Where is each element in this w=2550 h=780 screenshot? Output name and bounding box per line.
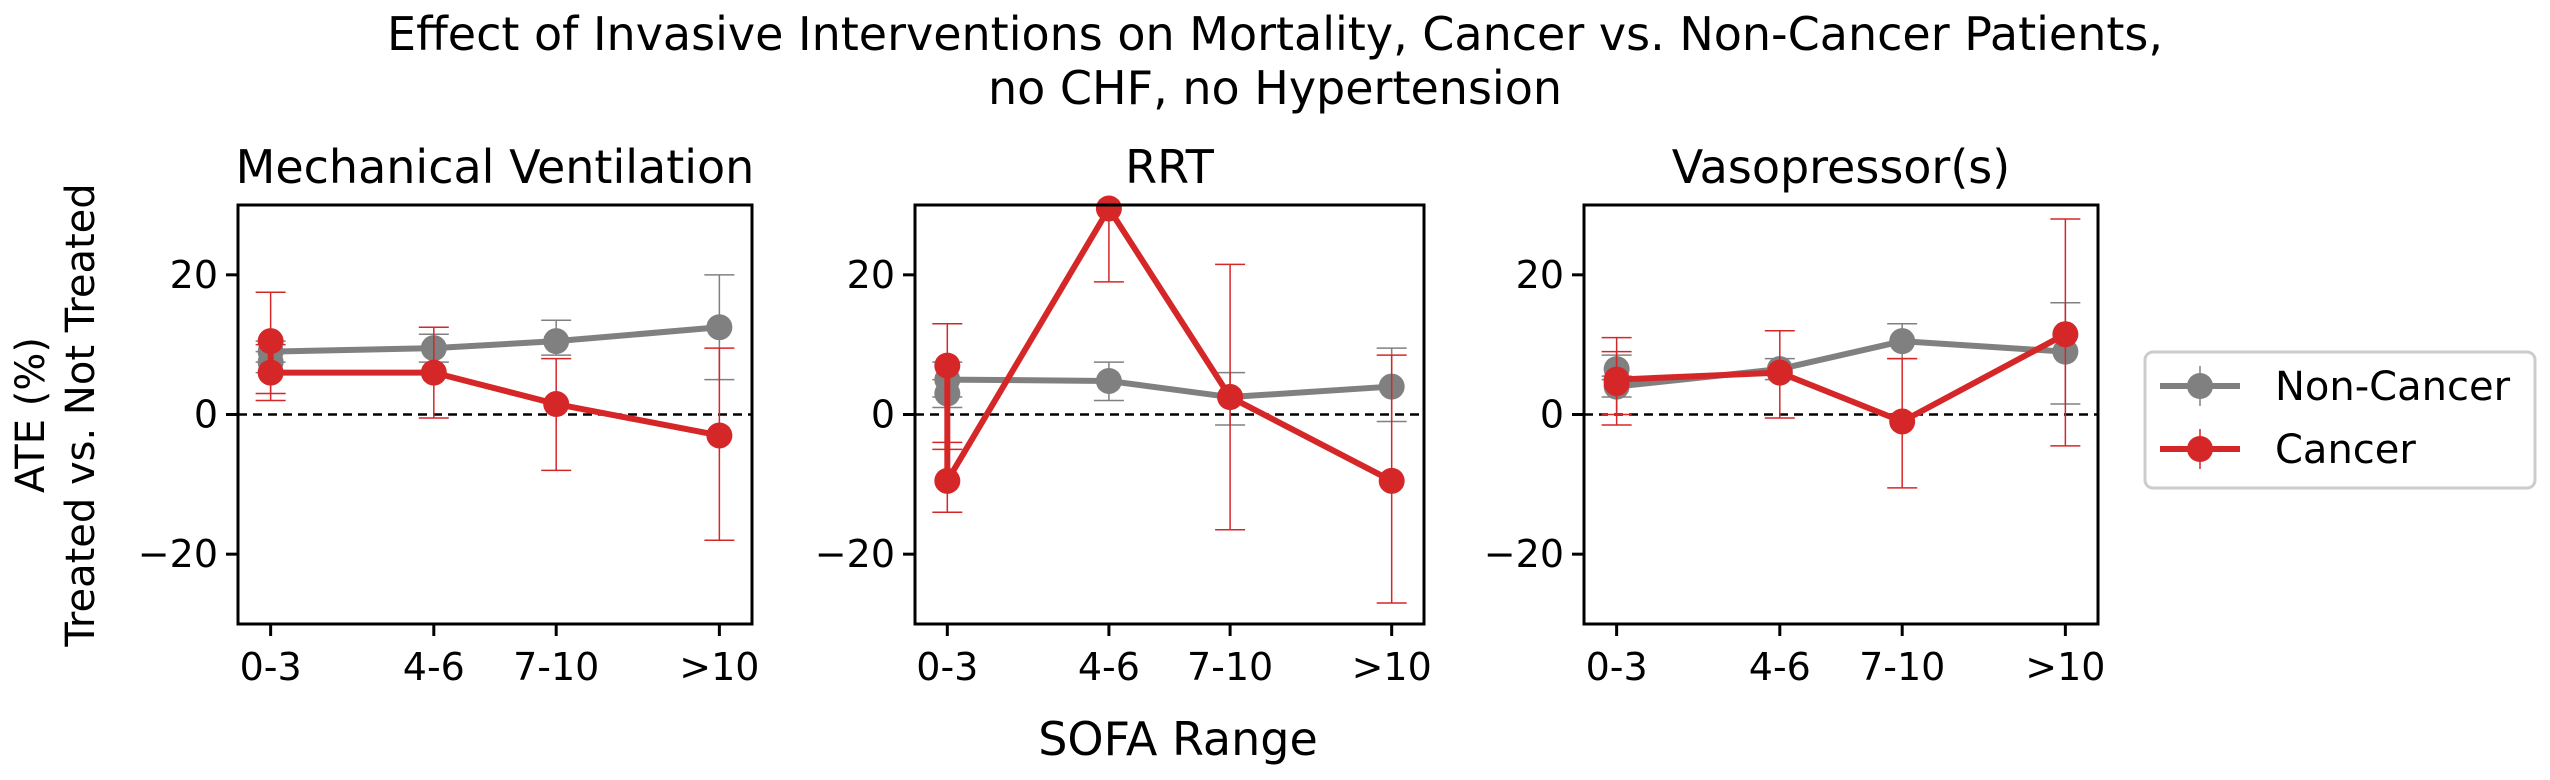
- panel-1-ytick-label: 20: [170, 253, 218, 297]
- panel-2-ytick-label: −20: [815, 532, 895, 576]
- panel-2: RRT −20 0 20 0-3 4-6 7-10 >10: [815, 140, 1432, 689]
- panel-2-cancer-point: [1217, 384, 1244, 411]
- legend: Non-Cancer Cancer: [2143, 350, 2537, 490]
- panel-2-xtick-label: 7-10: [1187, 645, 1273, 689]
- panel-3-non-cancer-point: [1889, 328, 1916, 355]
- panel-1-xtick-label: >10: [679, 645, 759, 689]
- panel-2-xtick-label: 0-3: [916, 645, 978, 689]
- panel-3-ytick-label: 20: [1516, 253, 1564, 297]
- panel-2-cancer-point: [1095, 195, 1122, 222]
- y-axis-label-line1: ATE (%): [8, 337, 54, 493]
- panel-1-cancer-point: [257, 359, 284, 386]
- panel-3-xtick-label: 4-6: [1749, 645, 1811, 689]
- panel-1-xtick-label: 0-3: [240, 645, 302, 689]
- legend-item-non-cancer: Non-Cancer: [2160, 364, 2511, 410]
- panel-2-xtick-label: 4-6: [1078, 645, 1140, 689]
- panel-2-non-cancer-point: [1095, 367, 1122, 394]
- panel-3-cancer-point: [1603, 366, 1630, 393]
- panels: Mechanical Ventilation −20 0 20 0-3 4-6 7-10 >1…: [138, 140, 2106, 689]
- panel-3-ytick-label: −20: [1484, 532, 1564, 576]
- x-axis-label: SOFA Range: [1038, 712, 1318, 766]
- panel-1-xtick-label: 4-6: [403, 645, 465, 689]
- panel-1-non-cancer-point: [543, 328, 570, 355]
- panel-2-cancer-line: [944, 205, 1394, 484]
- panel-1-cancer-line: [267, 341, 720, 439]
- figure-title-line1: Effect of Invasive Interventions on Mort…: [387, 7, 2163, 61]
- panel-2-cancer-point: [934, 352, 961, 379]
- panel-1-ytick-label: −20: [138, 532, 218, 576]
- panel-3-cancer-point: [1766, 359, 1793, 386]
- panel-2-ytick-label: 0: [871, 393, 895, 437]
- panel-3-xtick-label: >10: [2025, 645, 2105, 689]
- panel-3-title: Vasopressor(s): [1672, 140, 2010, 194]
- panel-1-ytick-label: 0: [194, 393, 218, 437]
- panel-2-cancer-point: [1378, 467, 1405, 494]
- panel-1: Mechanical Ventilation −20 0 20 0-3 4-6 7-10 >1…: [138, 140, 760, 689]
- legend-label-non-cancer: Non-Cancer: [2275, 364, 2511, 410]
- panel-3: Vasopressor(s) −20 0 20 0-3 4-6 7-10 >10: [1484, 140, 2106, 689]
- panel-1-title: Mechanical Ventilation: [236, 140, 755, 194]
- panel-1-cancer-point: [420, 359, 447, 386]
- panel-2-title: RRT: [1125, 140, 1215, 194]
- y-axis-label-line2: Treated vs. Not Treated: [58, 183, 104, 647]
- panel-1-xtick-label: 7-10: [513, 645, 599, 689]
- panel-3-xtick-label: 7-10: [1859, 645, 1945, 689]
- legend-frame: [2143, 350, 2537, 490]
- panel-3-xtick-label: 0-3: [1586, 645, 1648, 689]
- panel-3-ytick-label: 0: [1540, 393, 1564, 437]
- panel-2-ytick-label: 20: [847, 253, 895, 297]
- panel-1-non-cancer-line: [267, 324, 720, 363]
- panel-3-non-cancer-line: [1613, 338, 2066, 390]
- panel-1-cancer-point: [257, 328, 284, 355]
- legend-item-cancer: Cancer: [2160, 427, 2416, 473]
- panel-2-cancer-point: [934, 467, 961, 494]
- panel-3-cancer-point: [1889, 408, 1916, 435]
- panel-2-non-cancer-line: [944, 376, 1392, 401]
- panel-1-non-cancer-point: [706, 314, 733, 341]
- panel-1-cancer-point: [706, 422, 733, 449]
- legend-label-cancer: Cancer: [2275, 427, 2416, 473]
- panel-2-xtick-label: >10: [1352, 645, 1432, 689]
- figure-title-line2: no CHF, no Hypertension: [988, 61, 1562, 115]
- panel-1-cancer-point: [543, 391, 570, 418]
- panel-3-cancer-point: [2052, 321, 2079, 348]
